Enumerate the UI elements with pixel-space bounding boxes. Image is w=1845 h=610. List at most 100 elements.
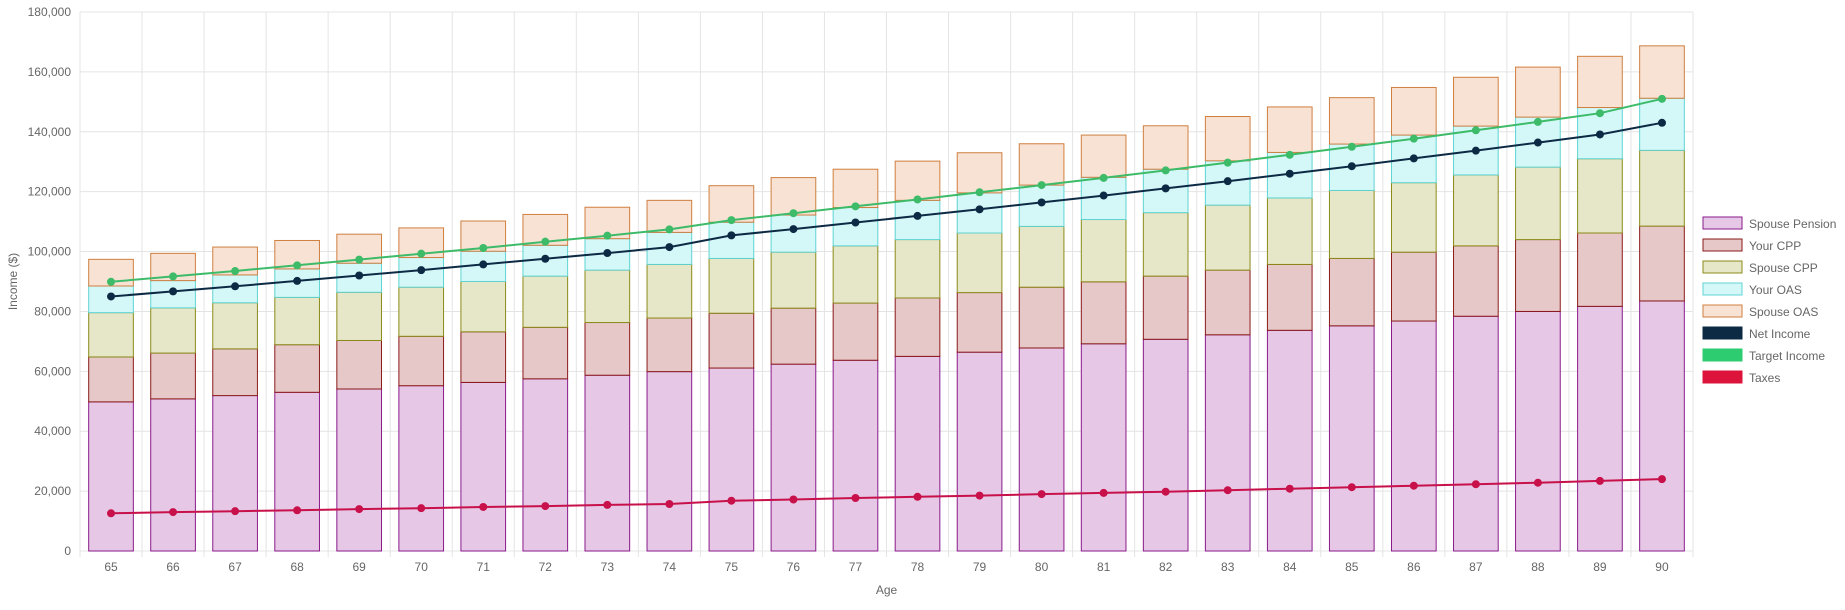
bar-spouse-pension: [212, 395, 258, 552]
point-taxes: [1285, 484, 1294, 493]
x-tick-label: 71: [477, 560, 491, 574]
point-target-income: [1285, 150, 1294, 159]
x-tick-label: 86: [1407, 560, 1421, 574]
bar-spouse-oas: [956, 152, 1003, 194]
point-taxes: [1347, 483, 1356, 492]
point-net-income: [1471, 146, 1480, 155]
bar-spouse-pension: [1142, 338, 1189, 552]
bar-spouse-oas: [894, 160, 941, 201]
bar-your-oas: [708, 221, 755, 259]
bar-your-cpp: [646, 317, 693, 373]
point-net-income: [975, 205, 984, 214]
bar-your-cpp: [1204, 269, 1251, 336]
bar-spouse-cpp: [1018, 225, 1065, 288]
legend-swatch-taxes: [1702, 370, 1743, 384]
legend-label-your-oas: Your OAS: [1749, 283, 1802, 297]
y-tick-label: 60,000: [34, 364, 71, 378]
y-tick-label: 80,000: [34, 304, 71, 318]
x-tick-label: 77: [849, 560, 863, 574]
x-tick-label: 74: [663, 560, 677, 574]
point-taxes: [169, 508, 178, 517]
point-net-income: [789, 225, 798, 234]
bar-spouse-pension: [1328, 325, 1375, 552]
bar-spouse-pension: [894, 355, 941, 552]
bar-your-cpp: [1142, 275, 1189, 340]
point-taxes: [479, 502, 488, 511]
x-tick-label: 82: [1159, 560, 1173, 574]
line-target-income: [110, 97, 1663, 283]
bar-spouse-oas: [1390, 86, 1437, 136]
point-taxes: [1595, 476, 1604, 485]
point-net-income: [1347, 162, 1356, 171]
point-target-income: [1037, 181, 1046, 190]
legend-swatch-your-cpp: [1702, 238, 1743, 252]
bar-spouse-cpp: [1577, 158, 1623, 234]
bar-your-cpp: [1453, 245, 1499, 317]
bar-spouse-pension: [336, 388, 383, 552]
point-taxes: [1409, 481, 1418, 490]
lines: [107, 94, 1666, 518]
x-tick-label: 76: [787, 560, 801, 574]
point-taxes: [1223, 486, 1232, 495]
bar-spouse-pension: [88, 401, 134, 552]
bar-spouse-cpp: [336, 291, 383, 341]
bar-your-cpp: [88, 356, 134, 403]
point-target-income: [169, 272, 178, 281]
bar-spouse-pension: [770, 363, 817, 552]
bar-your-cpp: [584, 322, 631, 376]
bar-spouse-oas: [832, 168, 879, 209]
y-tick-label: 140,000: [28, 125, 72, 139]
bar-spouse-oas: [1018, 143, 1065, 186]
bar-spouse-cpp: [460, 281, 507, 333]
point-target-income: [1471, 126, 1480, 135]
y-tick-label: 180,000: [28, 5, 72, 19]
point-taxes: [1471, 480, 1480, 489]
bar-spouse-oas: [1204, 116, 1251, 162]
point-net-income: [665, 243, 674, 252]
point-net-income: [1223, 177, 1232, 186]
point-net-income: [355, 271, 364, 280]
bar-spouse-pension: [832, 359, 879, 552]
point-target-income: [1657, 94, 1666, 103]
legend-swatch-spouse-cpp: [1702, 260, 1743, 274]
point-target-income: [479, 243, 488, 252]
point-taxes: [975, 491, 984, 500]
legend-label-your-cpp: Your CPP: [1749, 239, 1801, 253]
point-target-income: [231, 267, 240, 276]
bar-spouse-cpp: [708, 257, 755, 314]
point-taxes: [1099, 488, 1108, 497]
bar-spouse-pension: [1453, 315, 1499, 552]
x-tick-label: 68: [290, 560, 304, 574]
x-tick-label: 66: [166, 560, 180, 574]
legend-label-target-income: Target Income: [1749, 349, 1825, 363]
point-net-income: [1161, 184, 1170, 193]
x-tick-label: 88: [1531, 560, 1545, 574]
bar-spouse-cpp: [522, 275, 569, 328]
bar-your-oas: [770, 214, 817, 253]
bar-spouse-cpp: [956, 232, 1003, 294]
bar-your-cpp: [956, 292, 1003, 353]
bar-spouse-pension: [1266, 329, 1313, 552]
point-net-income: [851, 218, 860, 227]
point-target-income: [1533, 117, 1542, 126]
axes: 0 20,000 40,000 60,000 80,000 100,000 120,000 1…: [6, 5, 1669, 597]
bar-spouse-pension: [646, 371, 693, 552]
point-net-income: [293, 276, 302, 285]
bar-spouse-cpp: [1328, 189, 1375, 259]
x-tick-label: 73: [601, 560, 615, 574]
point-target-income: [293, 261, 302, 270]
point-taxes: [355, 505, 364, 514]
point-taxes: [231, 507, 240, 516]
point-net-income: [1409, 154, 1418, 163]
x-tick-label: 85: [1345, 560, 1359, 574]
x-tick-label: 72: [539, 560, 553, 574]
bar-your-oas: [832, 207, 879, 247]
bar-spouse-pension: [584, 374, 631, 552]
grid: [79, 11, 1694, 557]
point-net-income: [1595, 130, 1604, 139]
point-net-income: [231, 282, 240, 291]
point-taxes: [851, 493, 860, 502]
point-target-income: [603, 231, 612, 240]
bar-spouse-cpp: [894, 239, 941, 299]
point-taxes: [107, 509, 116, 518]
